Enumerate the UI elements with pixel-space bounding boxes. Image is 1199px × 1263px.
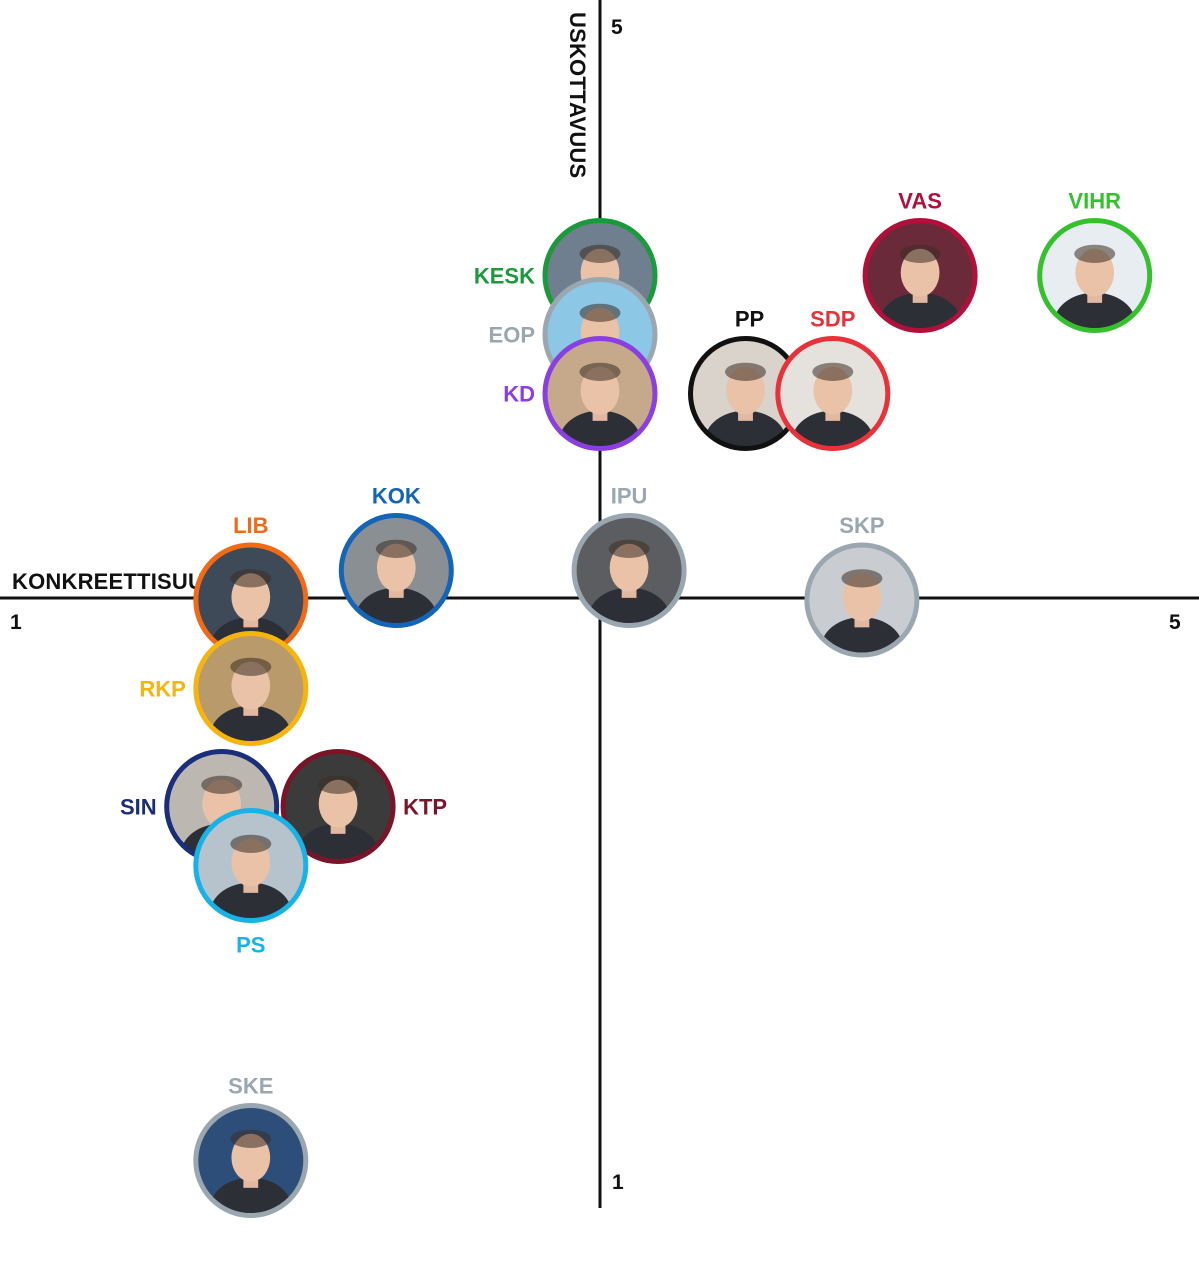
label-vas: VAS	[898, 189, 942, 214]
point-skp: SKP	[804, 513, 920, 658]
point-ske: SKE	[193, 1074, 309, 1218]
point-ps: PS	[193, 808, 309, 958]
avatar-ring	[193, 631, 309, 746]
point-ktp: KTP	[280, 749, 447, 864]
label-ps: PS	[236, 933, 265, 958]
person-silhouette-icon	[588, 539, 671, 625]
point-kd: KD	[503, 336, 658, 451]
label-rkp: RKP	[139, 677, 185, 702]
label-ipu: IPU	[611, 484, 648, 509]
point-kok: KOK	[338, 484, 454, 628]
avatar-ring	[542, 336, 658, 451]
avatar-ring	[775, 336, 891, 451]
person-silhouette-icon	[209, 1129, 292, 1215]
point-pp: PP	[688, 307, 803, 451]
label-vihr: VIHR	[1068, 189, 1121, 214]
avatar-ring	[338, 513, 454, 628]
label-kok: KOK	[372, 484, 421, 509]
label-sdp: SDP	[810, 307, 855, 332]
point-vas: VAS	[862, 189, 978, 333]
y-tick-max: 5	[611, 16, 623, 39]
label-pp: PP	[735, 307, 764, 332]
avatar-ring	[1037, 218, 1153, 333]
x-axis-title: KONKREETTISUUS	[12, 569, 219, 594]
x-tick-max: 5	[1169, 611, 1181, 634]
avatar-ring	[862, 218, 978, 333]
y-tick-min: 1	[612, 1171, 624, 1194]
person-silhouette-icon	[1053, 244, 1136, 330]
label-lib: LIB	[233, 513, 268, 538]
person-silhouette-icon	[558, 362, 642, 448]
person-silhouette-icon	[355, 539, 438, 625]
avatar-ring	[193, 1103, 309, 1218]
label-kd: KD	[503, 382, 535, 407]
label-ske: SKE	[228, 1074, 273, 1099]
x-tick-min: 1	[10, 611, 22, 634]
person-silhouette-icon	[704, 362, 787, 448]
point-sdp: SDP	[775, 307, 891, 451]
person-silhouette-icon	[209, 657, 292, 743]
avatar-ring	[193, 808, 309, 923]
label-kesk: KESK	[474, 264, 535, 289]
person-silhouette-icon	[209, 834, 292, 920]
point-rkp: RKP	[139, 631, 309, 746]
y-axis-title: USKOTTAVUUS	[565, 12, 590, 178]
label-eop: EOP	[489, 323, 535, 348]
person-silhouette-icon	[297, 775, 380, 861]
person-silhouette-icon	[791, 362, 874, 448]
data-points: KESK EOP KD PP SDP VAS VIHR KOK IPU SKP LIB RKP SIN K…	[120, 189, 1153, 1218]
point-vihr: VIHR	[1037, 189, 1153, 333]
avatar-ring	[280, 749, 396, 864]
person-silhouette-icon	[820, 569, 903, 654]
person-silhouette-icon	[879, 244, 962, 330]
label-skp: SKP	[839, 513, 884, 538]
avatar-ring	[571, 513, 687, 628]
label-sin: SIN	[120, 795, 157, 820]
point-ipu: IPU	[571, 484, 687, 628]
label-ktp: KTP	[403, 795, 447, 820]
avatar-ring	[804, 542, 920, 658]
